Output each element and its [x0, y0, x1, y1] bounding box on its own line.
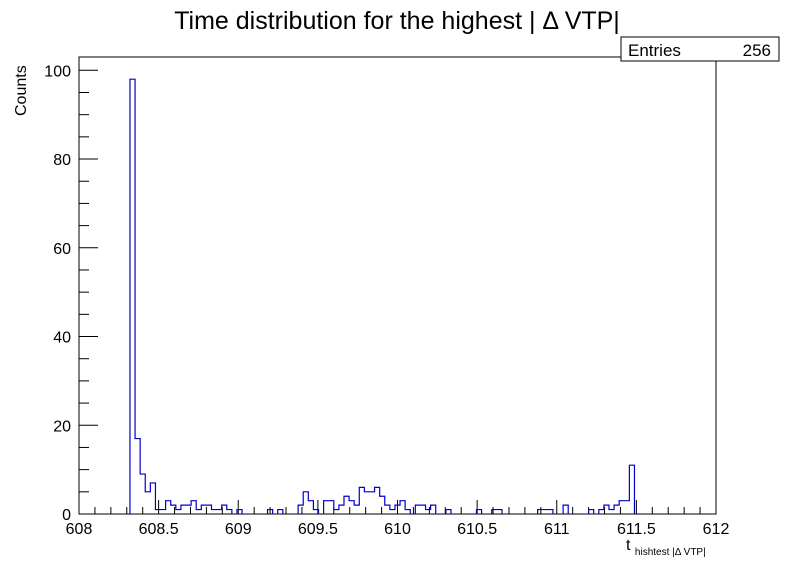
histogram-bin [155, 510, 160, 514]
y-tick-label: 100 [44, 63, 71, 80]
stats-box-frame [620, 36, 780, 62]
histogram-bin [609, 510, 614, 514]
histogram-bin [130, 79, 135, 514]
y-axis-tick-labels: 0 20 40 60 80 100 [44, 63, 71, 524]
histogram-bin [380, 496, 385, 514]
x-tick-label: 610 [384, 521, 411, 538]
histogram-bin [298, 505, 303, 514]
histogram-bin [191, 501, 196, 514]
histogram-bin [375, 487, 380, 514]
histogram-bin [614, 505, 619, 514]
x-axis-title-main: t [626, 537, 631, 554]
histogram-bin [538, 510, 543, 514]
y-tick-label: 60 [53, 241, 71, 258]
x-tick-label: 610.5 [457, 521, 497, 538]
histogram-series-line [129, 78, 636, 514]
stats-entries-label: Entries [628, 41, 681, 60]
histogram-bin [303, 492, 308, 514]
y-tick-label: 20 [53, 418, 71, 435]
histogram-bin [415, 505, 420, 514]
histogram-bin [431, 505, 436, 514]
histogram-bin [217, 510, 222, 514]
histogram-bin [589, 510, 594, 514]
histogram-bin [629, 465, 634, 514]
histogram-bin [405, 510, 410, 514]
histogram-bin [359, 487, 364, 514]
x-axis-title-subscript: hishtest |Δ VTP| [635, 547, 706, 558]
histogram-bin [400, 501, 405, 514]
histogram-bin [329, 501, 334, 514]
histogram-bin [624, 501, 629, 514]
histogram-bin [354, 505, 359, 514]
histogram-bin [181, 505, 186, 514]
x-tick-label: 612 [703, 521, 730, 538]
x-tick-label: 611 [544, 521, 570, 538]
histogram-bin [390, 510, 395, 514]
histogram-bin [364, 492, 369, 514]
histogram-bin [196, 510, 201, 514]
stats-entries-value: 256 [743, 41, 771, 60]
y-tick-label: 0 [62, 507, 71, 524]
x-axis-title: t hishtest |Δ VTP| [626, 537, 706, 558]
histogram-bin [543, 510, 548, 514]
histogram-bin [161, 510, 166, 514]
x-tick-label: 608.5 [139, 521, 179, 538]
histogram-bin [339, 505, 344, 514]
histogram-bin [563, 505, 568, 514]
histogram-bin [385, 505, 390, 514]
histogram-bin [211, 510, 216, 514]
histogram-bin [150, 483, 155, 514]
histogram-bin [278, 510, 283, 514]
histogram-bin [334, 510, 339, 514]
y-tick-label: 80 [53, 152, 71, 169]
histogram-bin [227, 510, 232, 514]
histogram-bin [135, 439, 140, 514]
x-axis-ticks [78, 500, 717, 514]
histogram-bin [201, 505, 206, 514]
plot-frame [78, 56, 717, 515]
histogram-bin [166, 501, 171, 514]
histogram-bin [324, 501, 329, 514]
histogram-bin [145, 492, 150, 514]
histogram-bin [426, 510, 431, 514]
histogram-bin [548, 510, 553, 514]
y-tick-label: 40 [53, 330, 71, 347]
stats-box: Entries 256 [620, 36, 780, 62]
histogram-bin [446, 510, 451, 514]
histogram-bin [237, 510, 242, 514]
y-axis-title: Counts [13, 65, 30, 116]
histogram-bin [599, 510, 604, 514]
x-tick-label: 611.5 [617, 521, 656, 538]
y-axis-ticks [79, 69, 98, 515]
histogram-bin [420, 505, 425, 514]
histogram-bin [171, 505, 176, 514]
chart-title: Time distribution for the highest | Δ VT… [174, 7, 620, 35]
histogram-bin [176, 510, 181, 514]
x-axis-tick-labels: 608 608.5 609 609.5 610 610.5 611 611.5 612 [66, 521, 730, 538]
histogram-bin [369, 492, 374, 514]
histogram-bin [308, 501, 313, 514]
histogram-bin [344, 496, 349, 514]
histogram-bin [206, 505, 211, 514]
x-tick-label: 609 [225, 521, 252, 538]
histogram-bins [130, 79, 635, 514]
histogram-bin [492, 510, 497, 514]
x-tick-label: 608 [66, 521, 93, 538]
histogram-bin [497, 510, 502, 514]
histogram-bin [619, 501, 624, 514]
x-tick-label: 609.5 [298, 521, 338, 538]
